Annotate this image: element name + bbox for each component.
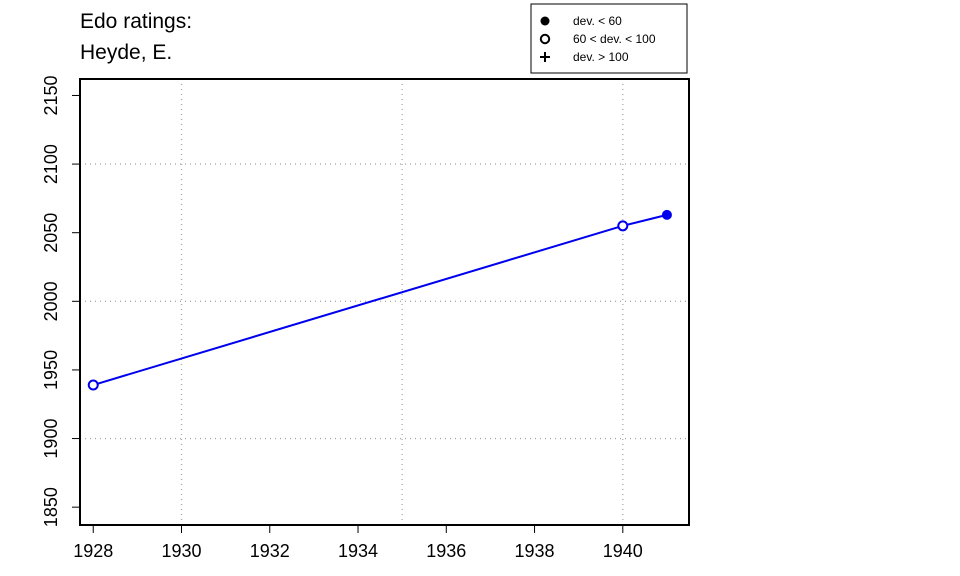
data-point (617, 220, 629, 232)
x-tick-label: 1932 (250, 541, 290, 561)
grid-lines (80, 79, 689, 525)
y-axis: 1850 1900 1950 2000 2050 2100 2150 (41, 75, 80, 527)
legend-label: 60 < dev. < 100 (573, 32, 656, 46)
chart-title-line-1: Edo ratings: (80, 10, 193, 33)
x-tick-label: 1940 (603, 541, 643, 561)
legend: dev. < 60 60 < dev. < 100 dev. > 100 (530, 3, 688, 74)
x-tick-label: 1936 (426, 541, 466, 561)
x-tick-label: 1930 (161, 541, 201, 561)
y-tick-label: 2000 (41, 281, 61, 321)
legend-label: dev. > 100 (573, 50, 629, 64)
x-tick-label: 1934 (338, 541, 378, 561)
data-point (661, 209, 672, 220)
series-line (92, 213, 668, 386)
x-axis: 1928 1930 1932 1934 1936 1938 1940 (73, 525, 643, 561)
data-point (87, 379, 99, 391)
legend-box (530, 3, 688, 74)
y-tick-label: 1850 (41, 487, 61, 527)
x-tick-label: 1928 (73, 541, 113, 561)
y-tick-label: 2100 (41, 144, 61, 184)
legend-marker-open (539, 33, 551, 45)
legend-marker-filled (540, 16, 550, 26)
y-tick-label: 1950 (41, 350, 61, 390)
plot-frame (79, 78, 690, 526)
x-tick-label: 1938 (515, 541, 555, 561)
chart-title-line-2: Heyde, E. (80, 41, 173, 64)
series (87, 209, 672, 391)
y-tick-label: 2150 (41, 75, 61, 115)
y-tick-label: 2050 (41, 213, 61, 253)
y-tick-label: 1900 (41, 419, 61, 459)
legend-marker-plus (540, 52, 550, 62)
legend-label: dev. < 60 (573, 14, 622, 28)
